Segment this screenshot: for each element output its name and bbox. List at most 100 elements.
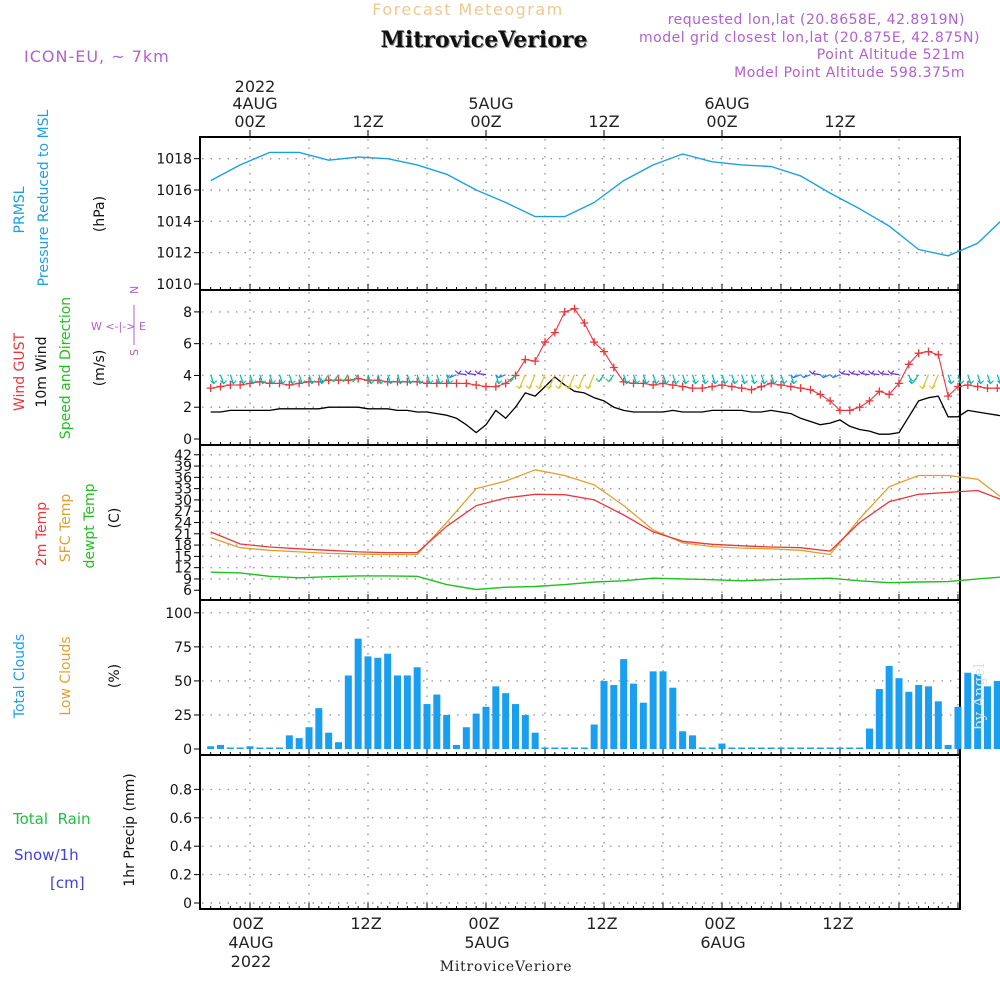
wind-arrow [760,374,765,384]
gust-point [855,403,864,412]
ytick-label: 6 [183,337,192,353]
gust-point [668,380,677,389]
gust-line [210,308,1000,411]
wind-arrow-head [682,380,690,385]
chart-title: MitroviceVeriore [381,27,588,53]
gust-point [590,338,599,347]
cloud-bar [403,675,411,749]
wind-arrow-head [977,380,985,385]
cloud-bar [433,694,441,749]
compass-s: S [128,349,141,356]
gust-point [649,380,658,389]
cloud-bar [639,702,647,749]
cloud-bar [679,731,687,749]
gust-point [570,304,579,313]
year-bottom: 2022 [231,952,272,971]
wind-arrow-head [867,370,875,375]
wind-arrow [890,373,900,376]
cloud-bar [974,674,982,749]
ytick-label: 50 [174,674,192,690]
gust-point [698,384,707,393]
ytick-label: 0.8 [170,782,192,798]
wind-arrow-head [751,380,758,385]
gust-point [206,384,215,393]
cloud-bar [364,656,372,749]
gust-point [373,376,382,385]
cloud-bar [993,680,1000,749]
wind-arrow-head [780,380,788,385]
wind-arrow [780,374,785,384]
wind-arrow-head [397,380,404,385]
label-dewpt-temp: dewpt Temp [82,483,98,568]
ytick-label: 100 [165,606,192,622]
gust-point [826,396,835,405]
wind-arrow [881,373,890,376]
cloud-bar [954,706,962,749]
wind-arrow-head [692,380,699,385]
footer-location: MitroviceVeriore [440,959,573,975]
cloud-bar [698,747,706,749]
cloud-bar [482,706,490,749]
wind-arrow [986,374,992,384]
wind-arrow [812,373,821,376]
ytick-label: 4 [183,368,192,384]
gust-point [363,376,372,385]
closest-coords: model grid closest lon,lat (20.875E, 42.… [639,30,980,46]
cloud-bar [590,724,598,749]
gust-point [609,363,618,372]
cloud-bar [541,747,549,749]
precip-labels: Total Rain Snow/1h [cm] 1hr Precip (mm) [12,773,138,892]
wind-arrow-head [330,378,337,383]
wind-arrow-head [474,370,482,375]
cloud-bar [757,747,765,749]
wind-arrow [841,373,850,376]
label-speed-direction: Speed and Direction [58,297,74,439]
pressure-panel-frame [199,136,961,291]
cloud-panel-frame [199,599,961,756]
bottom-time-label: 12Z [822,914,853,933]
gust-point [786,382,795,391]
wind-arrow [672,374,677,384]
wind-arrow [741,374,746,384]
wind-arrow [396,374,402,384]
cloud-bar [275,747,283,749]
pressure-panel: 1010 1012 1014 1016 1018 [156,136,1000,293]
gust-point [875,387,884,396]
model-label: ICON-EU, ~ 7km [24,47,170,66]
bottom-time-label: 00Z [232,914,263,933]
wind-arrow [259,374,264,384]
temp-2m-line [210,489,1000,554]
label-wind-gust: Wind GUST [12,332,28,411]
wind-arrow-head [339,378,347,383]
wind-arrow-head [967,380,975,385]
gust-point [481,382,490,391]
wind-arrow-head [819,374,827,379]
precip-panel: 0 0.2 0.4 0.6 0.8 [170,754,961,912]
label-pressure-msl: Pressure Reduced to MSL [36,109,52,286]
wind-arrow-head [919,385,926,390]
gust-point [521,355,530,364]
wind-arrow-head [829,374,837,379]
wind-arrow [750,374,756,384]
gust-point [973,382,982,391]
cloud-bar [423,704,431,749]
wind-arrow-head [426,380,434,385]
precip-panel-frame [199,754,961,910]
gust-point [216,382,225,391]
gust-point [550,328,559,337]
ytick-label: 36 [174,470,192,486]
gust-point [885,390,894,399]
wind-arrow-head [377,380,385,385]
wind-arrow-head [701,380,709,385]
gust-point [452,379,461,388]
pressure-line [210,151,1000,257]
wind-arrow [931,374,939,389]
wind-arrow-head [584,385,592,390]
wind-arrow [652,374,657,384]
gust-point [501,379,510,388]
year-top: 2022 [235,77,276,96]
dewpt-temp-line [210,571,1000,591]
wind-arrow [458,373,467,376]
cloud-bar [492,686,500,749]
ytick-label: 0 [183,742,192,758]
